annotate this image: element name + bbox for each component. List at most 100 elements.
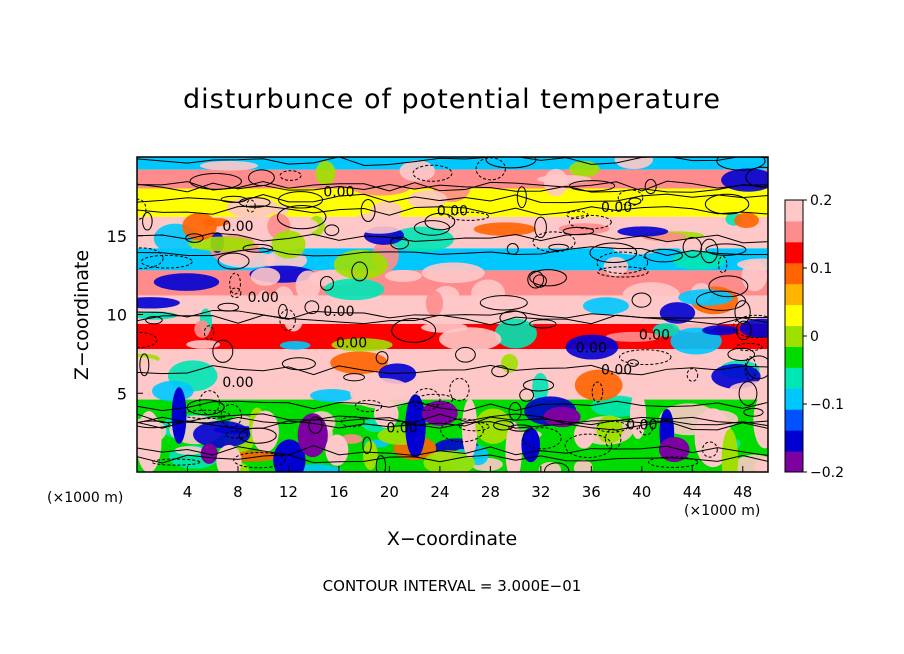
contour-line (139, 353, 150, 377)
contour-line (351, 261, 368, 282)
field-blob (734, 212, 759, 229)
contour-line (704, 193, 750, 215)
field-blob (684, 358, 711, 369)
contour-line (137, 193, 768, 204)
colorbar-swatch (785, 241, 803, 264)
contour-line (360, 198, 376, 223)
contour-line (185, 233, 204, 243)
x-tick-label: 24 (430, 483, 449, 501)
contour-line (596, 251, 649, 274)
x-tick-label: 32 (531, 483, 550, 501)
contour-line (744, 356, 757, 381)
contour-line (479, 295, 528, 311)
field-blob (194, 320, 211, 338)
field-blob (573, 459, 593, 472)
field-blob (309, 388, 354, 403)
contour-line (137, 246, 768, 257)
field-blob (283, 308, 303, 332)
colorbar-swatch (785, 262, 803, 285)
y-tick-label: 10 (107, 306, 127, 325)
colorbar-swatch (785, 388, 803, 410)
contour-line (412, 388, 441, 411)
field-blob (250, 267, 281, 286)
contour-line (686, 368, 699, 382)
field-blob (407, 190, 448, 209)
field-blob (425, 290, 444, 317)
colorbar-swatch (785, 220, 803, 243)
contour-label: 0.00 (437, 203, 468, 219)
contour-line (199, 390, 220, 415)
field-blob (193, 420, 251, 449)
contour-line (137, 180, 768, 192)
contour-line (702, 441, 718, 458)
contour-line (137, 416, 768, 427)
contour-line (375, 455, 387, 472)
contour-lines (137, 157, 768, 472)
contour-line (412, 164, 453, 182)
contour-label: 0.00 (601, 200, 632, 216)
contour-line (732, 314, 768, 339)
x-tick-label: 40 (632, 483, 651, 501)
field-cell (171, 387, 187, 444)
contour-line (391, 318, 437, 343)
field-blob (582, 297, 630, 315)
contour-line (527, 270, 545, 289)
field-blob (182, 212, 217, 241)
x-tick-label: 36 (582, 483, 601, 501)
colorbar-swatch (785, 283, 803, 306)
field-band (137, 349, 768, 378)
contour-line (716, 157, 766, 171)
field-blob (678, 289, 734, 306)
contour-line (137, 205, 768, 216)
contour-label: 0.00 (576, 340, 607, 356)
colorbar-tick-label: 0.2 (810, 193, 832, 209)
contour-line (591, 381, 604, 403)
field-cell (421, 400, 458, 426)
contour-line (343, 373, 366, 382)
contour-line (727, 347, 756, 362)
field-blob (494, 318, 537, 349)
colorbar-tick-label: 0 (810, 329, 819, 345)
field-blob (153, 273, 220, 291)
field-blob (568, 161, 600, 178)
contour-line (137, 413, 768, 425)
contour-line (182, 409, 231, 420)
field-blob (565, 334, 619, 360)
contour-line (142, 212, 153, 231)
field-cell (721, 428, 739, 472)
contour-label: 0.00 (323, 304, 354, 320)
field-layer (137, 157, 768, 472)
contour-label: 0.00 (323, 184, 354, 200)
contour-line (375, 351, 389, 365)
colorbar-swatch (785, 451, 803, 473)
field-cell (325, 434, 349, 466)
colorbar-swatch (785, 304, 803, 327)
field-blob (350, 212, 408, 234)
field-blob (279, 341, 311, 350)
contour-line (229, 287, 242, 299)
field-cell (200, 443, 218, 464)
contour-label: 0.00 (248, 290, 279, 306)
field-blob (702, 325, 739, 336)
contour-line (619, 349, 672, 366)
contour-line (217, 252, 250, 270)
field-blob (672, 250, 726, 270)
contour-line (522, 378, 555, 392)
x-tick-label: 28 (481, 483, 500, 501)
field-blob (617, 226, 669, 237)
y-tick-label: 5 (117, 384, 127, 403)
contour-line (137, 247, 164, 269)
contour-line (708, 275, 749, 298)
contour-line (628, 197, 642, 205)
field-blob (219, 251, 276, 268)
contour-line (568, 214, 612, 230)
field-blob (389, 226, 454, 252)
field-blob (186, 340, 221, 349)
field-cell (363, 440, 378, 471)
x-tick-label: 44 (683, 483, 702, 501)
colorbar-tick-label: −0.2 (810, 465, 844, 481)
contour-line (589, 242, 638, 263)
contour-line (534, 216, 547, 239)
contour-line (449, 377, 470, 402)
